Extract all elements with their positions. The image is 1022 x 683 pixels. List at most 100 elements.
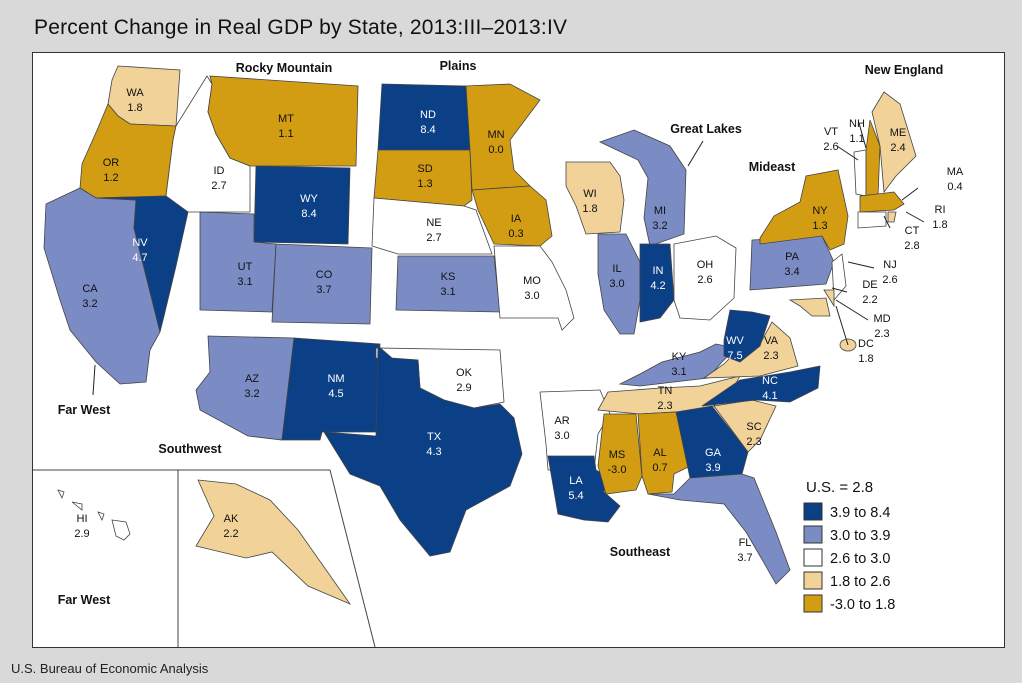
state-value-sc: 2.3 bbox=[746, 436, 761, 448]
page-title: Percent Change in Real GDP by State, 201… bbox=[34, 16, 568, 39]
state-code-wv: WV bbox=[726, 335, 744, 347]
region-label-southwest: Southwest bbox=[158, 442, 222, 456]
legend: U.S. = 2.8 3.9 to 8.4 3.0 to 3.9 2.6 to 3.0… bbox=[803, 479, 895, 613]
state-mt bbox=[207, 75, 359, 167]
state-code-mn: MN bbox=[487, 129, 504, 141]
state-tx bbox=[323, 345, 523, 557]
labels-layer: WA 1.8 OR 1.2 CA 3.2 NV 4.7 ID 2.7 MT 1.1 WY 8.4 UT 3.1… bbox=[74, 87, 964, 564]
state-value-ny: 1.3 bbox=[812, 220, 827, 232]
state-value-ca: 3.2 bbox=[82, 298, 97, 310]
legend-label: 3.9 to 8.4 bbox=[830, 505, 890, 521]
state-code-ms: MS bbox=[609, 449, 626, 461]
state-value-co: 3.7 bbox=[316, 284, 331, 296]
state-ak bbox=[195, 479, 352, 605]
state-value-wv: 7.5 bbox=[727, 350, 742, 362]
state-code-nm: NM bbox=[327, 373, 344, 385]
legend-label: -3.0 to 1.8 bbox=[830, 597, 895, 613]
state-code-ct: CT bbox=[905, 225, 920, 237]
state-de bbox=[823, 289, 835, 308]
source-credit: U.S. Bureau of Economic Analysis bbox=[11, 661, 209, 676]
state-value-dc: 1.8 bbox=[858, 353, 873, 365]
state-mi bbox=[598, 129, 687, 247]
state-code-ar: AR bbox=[554, 415, 569, 427]
state-value-nc: 4.1 bbox=[762, 390, 777, 402]
state-code-ut: UT bbox=[238, 261, 253, 273]
state-code-ri: RI bbox=[935, 204, 946, 216]
legend-swatch bbox=[803, 548, 823, 567]
state-value-or: 1.2 bbox=[103, 172, 118, 184]
state-value-pa: 3.4 bbox=[784, 266, 799, 278]
state-value-md: 2.3 bbox=[874, 328, 889, 340]
state-code-nj: NJ bbox=[883, 259, 896, 271]
state-code-ne: NE bbox=[426, 217, 441, 229]
state-value-ks: 3.1 bbox=[440, 286, 455, 298]
state-code-sc: SC bbox=[746, 421, 761, 433]
region-label-plains: Plains bbox=[440, 59, 477, 73]
state-co bbox=[271, 243, 373, 325]
state-value-vt: 2.6 bbox=[823, 141, 838, 153]
state-code-wi: WI bbox=[583, 188, 596, 200]
state-wi bbox=[565, 161, 625, 235]
state-code-hi: HI bbox=[77, 513, 88, 525]
state-value-mo: 3.0 bbox=[524, 290, 539, 302]
state-code-ks: KS bbox=[441, 271, 456, 283]
state-la bbox=[547, 455, 621, 523]
state-value-ok: 2.9 bbox=[456, 382, 471, 394]
state-wy bbox=[253, 165, 351, 245]
state-value-nv: 4.7 bbox=[132, 252, 147, 264]
state-code-dc: DC bbox=[858, 338, 874, 350]
state-code-pa: PA bbox=[785, 251, 800, 263]
state-code-va: VA bbox=[764, 335, 779, 347]
region-label-rocky-mountain: Rocky Mountain bbox=[236, 61, 333, 75]
state-value-ia: 0.3 bbox=[508, 228, 523, 240]
state-ct bbox=[857, 211, 887, 229]
state-code-tn: TN bbox=[658, 385, 673, 397]
state-ma bbox=[859, 191, 905, 213]
state-pa bbox=[749, 235, 835, 291]
state-value-ga: 3.9 bbox=[705, 462, 720, 474]
state-code-me: ME bbox=[890, 127, 907, 139]
state-value-id: 2.7 bbox=[211, 180, 226, 192]
state-code-ia: IA bbox=[511, 213, 522, 225]
states-layer bbox=[43, 65, 917, 605]
state-code-ma: MA bbox=[947, 166, 964, 178]
legend-label: 1.8 to 2.6 bbox=[830, 574, 890, 590]
state-code-ca: CA bbox=[82, 283, 98, 295]
state-value-wa: 1.8 bbox=[127, 102, 142, 114]
state-code-co: CO bbox=[316, 269, 333, 281]
state-code-az: AZ bbox=[245, 373, 259, 385]
state-code-ky: KY bbox=[672, 351, 687, 363]
state-sd bbox=[373, 149, 473, 207]
state-oh bbox=[673, 235, 737, 321]
state-ms bbox=[597, 413, 643, 495]
state-value-wy: 8.4 bbox=[301, 208, 316, 220]
state-code-il: IL bbox=[612, 263, 621, 275]
region-label-far-west-bottom: Far West bbox=[58, 593, 111, 607]
state-in bbox=[639, 243, 675, 323]
state-value-de: 2.2 bbox=[862, 294, 877, 306]
state-code-de: DE bbox=[862, 279, 877, 291]
state-value-wi: 1.8 bbox=[582, 203, 597, 215]
state-value-ms: -3.0 bbox=[608, 464, 627, 476]
state-value-az: 3.2 bbox=[244, 388, 259, 400]
state-code-al: AL bbox=[653, 447, 666, 459]
state-value-ct: 2.8 bbox=[904, 240, 919, 252]
state-nm bbox=[281, 337, 381, 441]
state-value-ri: 1.8 bbox=[932, 219, 947, 231]
legend-swatch bbox=[803, 594, 823, 613]
state-code-ga: GA bbox=[705, 447, 722, 459]
state-code-ok: OK bbox=[456, 367, 473, 379]
state-code-nv: NV bbox=[132, 237, 148, 249]
state-vt bbox=[853, 149, 867, 197]
state-ar bbox=[539, 389, 611, 471]
state-ny bbox=[759, 169, 849, 251]
state-value-in: 4.2 bbox=[650, 280, 665, 292]
state-value-tx: 4.3 bbox=[426, 446, 441, 458]
state-value-hi: 2.9 bbox=[74, 528, 89, 540]
region-label-far-west-top: Far West bbox=[58, 403, 111, 417]
inset-layer bbox=[33, 469, 376, 648]
state-value-nj: 2.6 bbox=[882, 274, 897, 286]
state-value-ma: 0.4 bbox=[947, 181, 962, 193]
state-code-in: IN bbox=[653, 265, 664, 277]
